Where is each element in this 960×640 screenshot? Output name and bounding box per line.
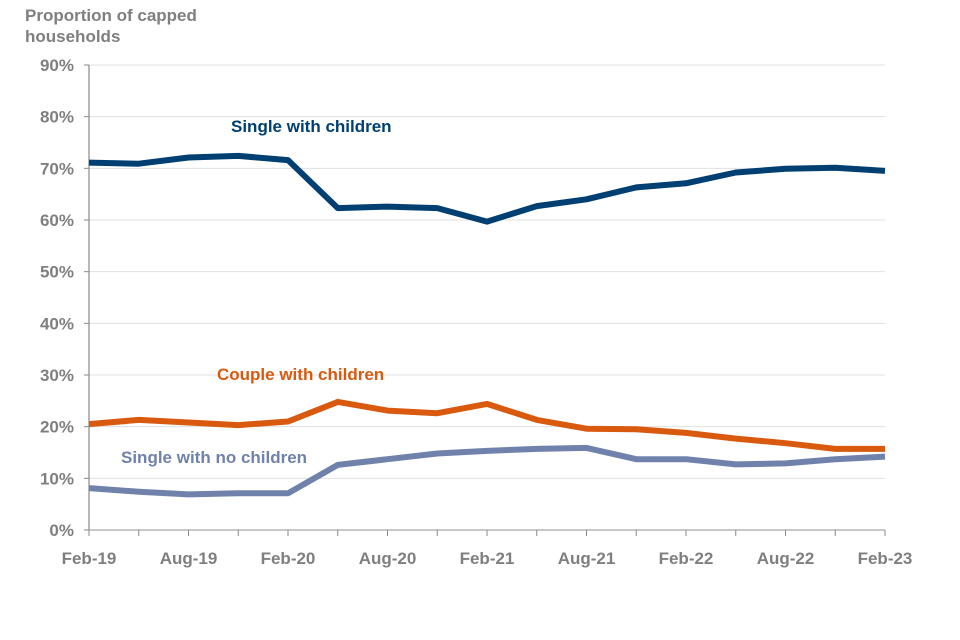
- y-tick-label: 10%: [40, 469, 74, 488]
- series-lines: [88, 152, 886, 498]
- gridlines: [89, 64, 885, 479]
- label-single-with-no-children: Single with no children: [121, 448, 307, 467]
- y-tick-label: 50%: [40, 263, 74, 282]
- y-tick-label: 30%: [40, 366, 74, 385]
- y-tick-label: 70%: [40, 159, 74, 178]
- label-couple-with-children: Couple with children: [217, 365, 384, 384]
- series-line-couple-with-children: [88, 398, 885, 452]
- x-tick-label: Aug-22: [757, 549, 815, 568]
- x-tick-label: Feb-22: [659, 549, 714, 568]
- y-tick-label: 60%: [40, 211, 74, 230]
- x-axis-ticks: Feb-19 Aug-19 Feb-20 Aug-20 Feb-21 Aug-21 Feb-…: [62, 530, 913, 568]
- x-tick-label: Feb-19: [62, 549, 117, 568]
- y-tick-label: 0%: [49, 521, 74, 540]
- series-line-single-with-children: [88, 152, 886, 225]
- y-axis-title: Proportion of capped households: [25, 6, 197, 46]
- x-tick-label: Feb-23: [858, 549, 913, 568]
- x-tick-label: Feb-20: [261, 549, 316, 568]
- y-tick-label: 90%: [40, 56, 74, 75]
- y-axis-ticks: 0% 10% 20% 30% 40% 50% 60% 70% 80% 90%: [40, 56, 89, 540]
- series-line-single-with-no-children: [88, 444, 886, 498]
- y-tick-label: 20%: [40, 418, 74, 437]
- x-tick-label: Aug-19: [160, 549, 218, 568]
- x-tick-label: Aug-20: [359, 549, 417, 568]
- y-tick-label: 40%: [40, 314, 74, 333]
- x-tick-label: Aug-21: [558, 549, 616, 568]
- x-tick-label: Feb-21: [460, 549, 515, 568]
- label-single-with-children: Single with children: [231, 117, 392, 136]
- y-tick-label: 80%: [40, 108, 74, 127]
